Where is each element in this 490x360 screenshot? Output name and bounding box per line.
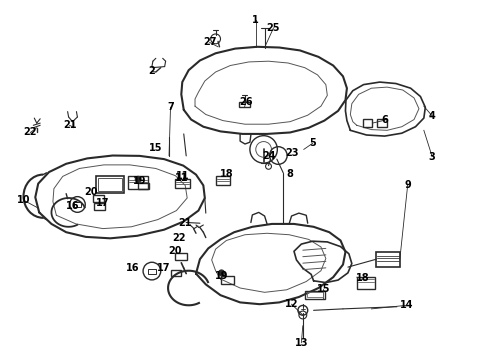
Bar: [376, 252, 400, 267]
Bar: [148, 269, 156, 274]
Bar: [221, 276, 234, 284]
Text: 9: 9: [404, 180, 411, 190]
Text: 16: 16: [66, 201, 79, 211]
Bar: [305, 291, 325, 299]
Bar: [93, 195, 104, 202]
Text: 10: 10: [17, 195, 30, 205]
Text: 15: 15: [317, 284, 330, 294]
Bar: [138, 183, 149, 189]
Bar: [239, 102, 250, 107]
Text: 8: 8: [287, 168, 294, 179]
Text: 24: 24: [262, 150, 275, 161]
Bar: [94, 203, 105, 210]
Text: 17: 17: [96, 198, 110, 208]
Text: 13: 13: [294, 338, 308, 348]
Text: 21: 21: [178, 218, 192, 228]
Text: 6: 6: [381, 115, 388, 125]
Text: 20: 20: [84, 186, 98, 197]
Text: 3: 3: [429, 152, 436, 162]
Text: 19: 19: [215, 271, 228, 282]
Text: 17: 17: [157, 263, 171, 273]
Bar: [74, 202, 81, 207]
Bar: [377, 119, 387, 127]
Bar: [175, 179, 190, 188]
Bar: [175, 253, 187, 260]
Bar: [357, 277, 375, 289]
Text: 12: 12: [285, 299, 298, 309]
Bar: [363, 119, 372, 127]
Text: 26: 26: [239, 96, 253, 107]
Bar: [307, 292, 323, 297]
Text: 11: 11: [174, 173, 188, 183]
Circle shape: [135, 176, 141, 182]
Text: 23: 23: [285, 148, 299, 158]
Bar: [98, 178, 122, 191]
Text: 22: 22: [24, 127, 37, 138]
Text: 11: 11: [175, 171, 189, 181]
Bar: [96, 176, 124, 193]
Text: 27: 27: [203, 37, 217, 48]
Text: 14: 14: [400, 300, 414, 310]
Text: 21: 21: [63, 120, 76, 130]
Bar: [128, 176, 148, 189]
Circle shape: [219, 270, 224, 276]
Bar: [171, 270, 181, 276]
Text: 2: 2: [148, 66, 155, 76]
Text: 18: 18: [220, 168, 233, 179]
Text: 20: 20: [169, 246, 182, 256]
Text: 4: 4: [429, 111, 436, 121]
Text: 5: 5: [309, 138, 316, 148]
Text: 1: 1: [252, 15, 259, 25]
Text: 15: 15: [149, 143, 163, 153]
Bar: [216, 176, 230, 185]
Text: 19: 19: [133, 176, 147, 186]
Text: 25: 25: [267, 23, 280, 33]
Text: 22: 22: [172, 233, 186, 243]
Text: 7: 7: [167, 102, 174, 112]
Text: 18: 18: [356, 273, 369, 283]
Text: 16: 16: [125, 263, 139, 273]
